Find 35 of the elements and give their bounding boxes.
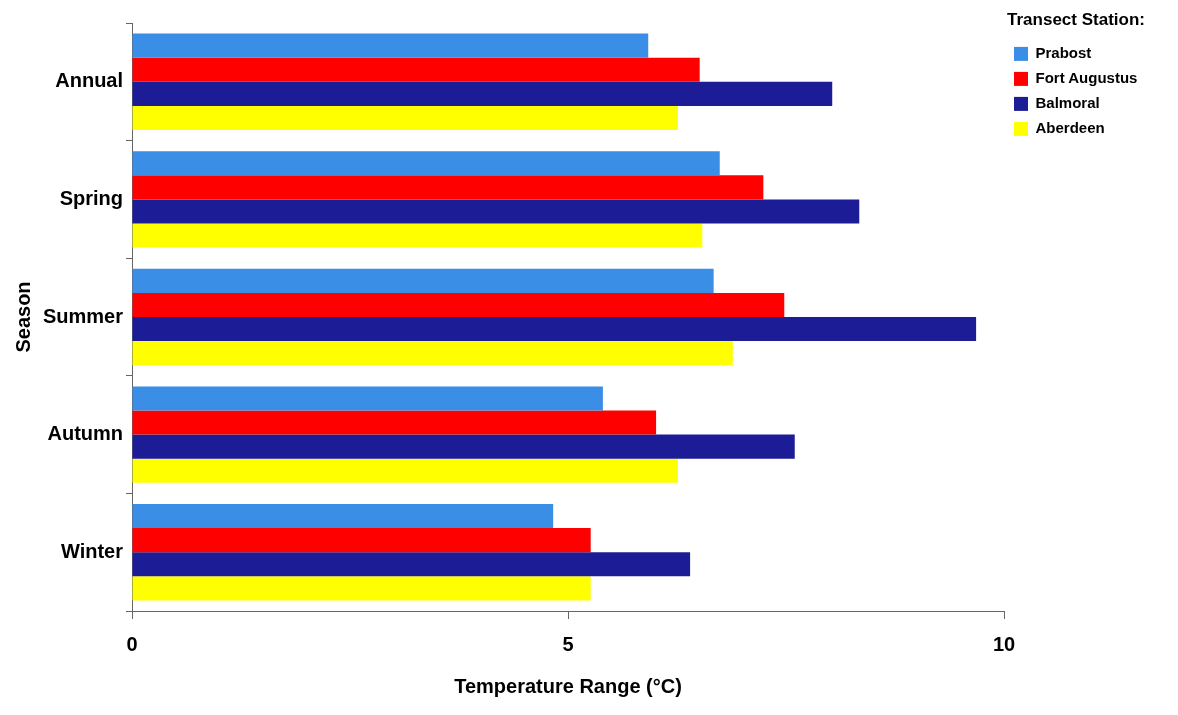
- y-tick-label: Summer: [43, 304, 124, 327]
- bar: [132, 576, 591, 601]
- bar: [132, 81, 833, 106]
- bar: [132, 341, 733, 366]
- bar: [132, 199, 860, 224]
- bar: [132, 292, 785, 317]
- bar: [132, 317, 977, 342]
- bar: [132, 268, 714, 293]
- x-axis-title: Temperature Range (°C): [454, 674, 682, 697]
- bar: [132, 503, 554, 529]
- bar: [132, 105, 678, 131]
- legend-label: Fort Augustus: [1035, 69, 1138, 87]
- legend-label: Prabost: [1035, 44, 1092, 62]
- bar: [132, 458, 678, 483]
- bar: [132, 552, 691, 577]
- y-tick-label: Spring: [59, 186, 124, 209]
- bar: [132, 33, 649, 58]
- bar: [132, 410, 657, 435]
- x-tick-label: 5: [562, 632, 574, 655]
- y-tick-label: Annual: [55, 69, 124, 92]
- bar: [132, 434, 795, 459]
- y-tick-label: Autumn: [47, 422, 124, 445]
- bar: [132, 175, 764, 200]
- legend-label: Balmoral: [1035, 94, 1100, 112]
- bar: [132, 151, 720, 176]
- bar: [132, 386, 603, 411]
- x-tick-label: 0: [126, 632, 138, 655]
- bar: [132, 528, 591, 553]
- legend-title: Transect Station:: [1007, 10, 1145, 30]
- x-tick-label: 10: [992, 632, 1016, 655]
- y-axis-title: Season: [11, 281, 34, 353]
- legend-label: Aberdeen: [1035, 119, 1105, 137]
- y-tick-label: Winter: [60, 539, 124, 562]
- bar: [132, 57, 700, 82]
- bar: [132, 223, 703, 248]
